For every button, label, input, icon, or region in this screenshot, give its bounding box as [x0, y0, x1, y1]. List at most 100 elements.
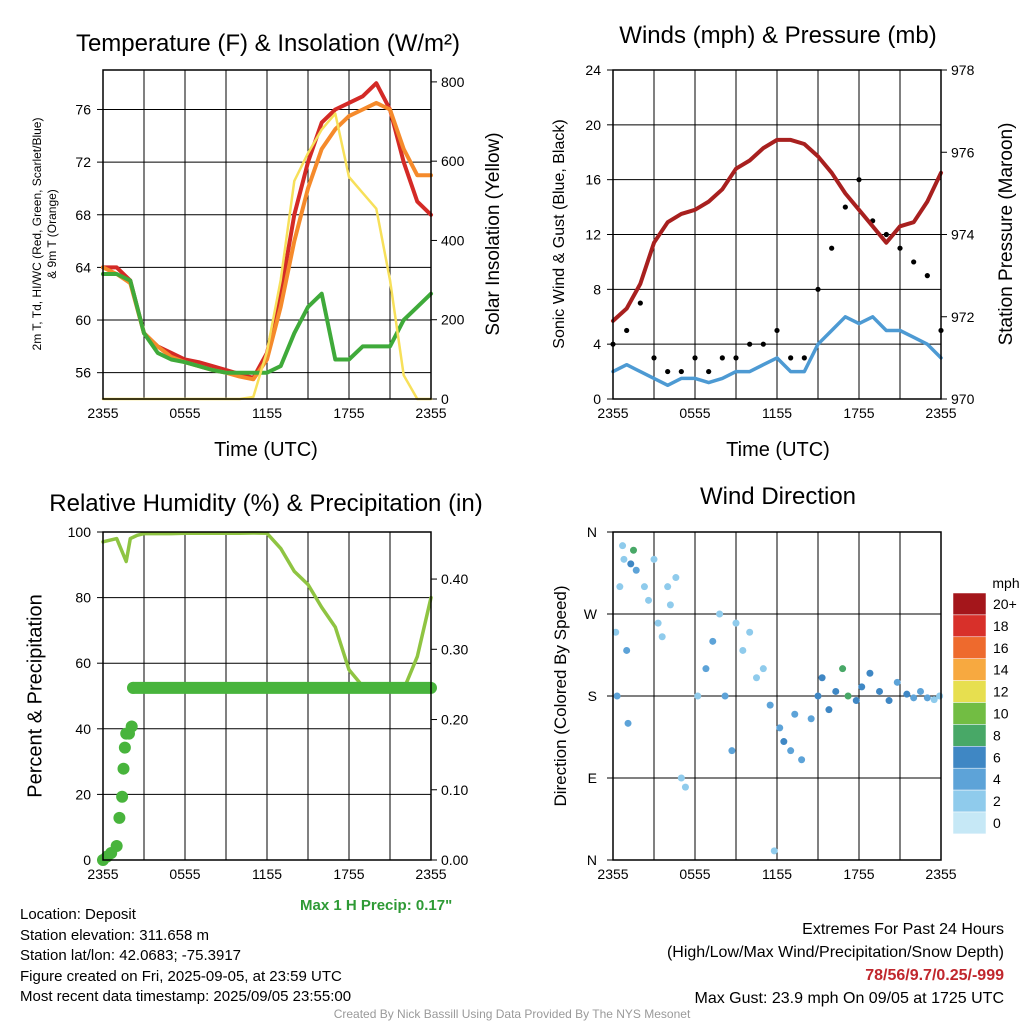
- x-tick-label: 0555: [169, 866, 200, 882]
- direction-tick-label: W: [584, 606, 598, 622]
- direction-point: [658, 633, 666, 641]
- direction-point: [791, 710, 799, 718]
- humidity-title: Relative Humidity (%) & Precipitation (i…: [49, 490, 483, 517]
- colorbar-label: 2: [993, 793, 1001, 809]
- direction-point: [917, 687, 924, 695]
- temperature-title: Temperature (F) & Insolation (W/m²): [75, 30, 461, 57]
- colorbar-swatch: [952, 592, 987, 616]
- y-tick-label-left: 0: [593, 391, 601, 407]
- extremes-values: 78/56/9.7/0.25/-999: [865, 967, 1004, 984]
- plot-border: [612, 531, 942, 861]
- colorbar-unit: mph: [992, 575, 1019, 591]
- direction-point: [780, 738, 788, 746]
- direction-point: [770, 847, 778, 855]
- direction-point: [839, 665, 847, 673]
- direction-point: [753, 674, 760, 682]
- y-tick-label-left: 80: [75, 590, 91, 606]
- y-tick-label-left: 56: [75, 365, 91, 381]
- direction-tick-label: E: [588, 770, 597, 786]
- y-tick-label-left: 76: [75, 101, 91, 117]
- colorbar-label: 12: [993, 684, 1009, 700]
- x-tick-label: 2355: [597, 866, 628, 882]
- colorbar-label: 10: [993, 706, 1009, 722]
- gust-point: [788, 355, 794, 361]
- direction-point: [640, 583, 648, 591]
- colorbar-swatch: [952, 811, 987, 835]
- x-tick-label: 1755: [333, 405, 364, 421]
- y-tick-label-left: 40: [75, 721, 91, 737]
- direction-point: [681, 783, 689, 791]
- y-tick-label-right: 0.00: [441, 852, 468, 868]
- direction-point: [632, 566, 640, 574]
- direction-point: [709, 637, 717, 645]
- y-tick-label-right: 0: [441, 391, 449, 407]
- x-tick-label: 1155: [762, 866, 792, 882]
- gust-point: [856, 177, 862, 183]
- colorbar-swatch: [952, 636, 987, 659]
- precip-point: [116, 790, 129, 803]
- direction-point: [645, 596, 653, 604]
- x-tick-label: 0555: [679, 866, 710, 882]
- y-tick-label-right: 0.10: [441, 782, 468, 798]
- direction-point: [844, 692, 852, 700]
- y-tick-label-left: 4: [593, 336, 601, 352]
- y-tick-label-left: 8: [593, 281, 601, 297]
- direction-point: [814, 692, 822, 700]
- credit-line: Created By Nick Bassill Using Data Provi…: [333, 1007, 691, 1021]
- extremes-legend: (High/Low/Max Wind/Precipitation/Snow De…: [666, 944, 1004, 961]
- direction-point: [624, 719, 632, 727]
- gust-point: [706, 368, 712, 375]
- direction-point: [728, 747, 736, 755]
- figure-created: Figure created on Fri, 2025-09-05, at 23…: [20, 967, 342, 985]
- gust-point: [665, 368, 671, 375]
- direction-point: [721, 692, 729, 700]
- direction-point: [858, 683, 866, 691]
- station-elevation: Station elevation: 311.658 m: [20, 926, 210, 944]
- x-tick-label: 2355: [415, 405, 446, 421]
- gust-point: [747, 341, 753, 347]
- series-station-pressure: [611, 137, 943, 323]
- direction-point: [613, 692, 621, 700]
- direction-point: [903, 690, 911, 698]
- series-9m-t: [101, 100, 433, 382]
- x-tick-label: 0555: [679, 405, 710, 421]
- y-tick-label-left: 72: [75, 154, 91, 170]
- direction-point: [885, 697, 893, 705]
- temperature-ylabel-left-1: 2m T, Td, HI/WC (Red, Green, Scarlet/Blu…: [30, 117, 44, 351]
- gust-point: [692, 355, 698, 361]
- series-td: [101, 272, 433, 375]
- direction-point: [739, 646, 747, 654]
- direction-ylabel-left: Direction (Colored By Speed): [551, 585, 570, 807]
- direction-point: [619, 542, 627, 550]
- colorbar-swatch: [952, 680, 987, 703]
- x-tick-label: 0555: [169, 405, 200, 421]
- x-tick-label: 2355: [925, 866, 956, 882]
- direction-point: [798, 756, 806, 764]
- gust-point: [733, 355, 739, 361]
- y-tick-label-right: 800: [441, 74, 465, 90]
- gust-point: [911, 259, 917, 265]
- colorbar-label: 0: [993, 815, 1001, 831]
- direction-point: [825, 706, 833, 714]
- x-tick-label: 1755: [333, 866, 364, 882]
- direction-point: [930, 696, 938, 704]
- y-tick-label-right: 978: [951, 62, 975, 78]
- gust-point: [924, 273, 930, 279]
- temperature-ylabel-right: Solar Insolation (Yellow): [483, 132, 504, 336]
- direction-point: [616, 583, 624, 591]
- gust-point: [801, 355, 807, 361]
- y-tick-label-left: 0: [83, 852, 91, 868]
- direction-tick-label: N: [587, 852, 597, 868]
- y-tick-label-right: 0.30: [441, 641, 468, 657]
- extremes-block: Extremes For Past 24 Hours (High/Low/Max…: [667, 918, 1004, 1010]
- direction-point: [910, 694, 918, 702]
- direction-point: [623, 646, 631, 654]
- gust-point: [897, 245, 903, 251]
- direction-point: [807, 715, 815, 723]
- gust-point: [637, 300, 643, 306]
- wind-ylabel-left: Sonic Wind & Gust (Blue, Black): [551, 119, 568, 349]
- y-tick-label-left: 12: [585, 227, 601, 243]
- gust-point: [883, 231, 889, 238]
- gust-point: [774, 327, 780, 334]
- direction-point: [893, 678, 901, 686]
